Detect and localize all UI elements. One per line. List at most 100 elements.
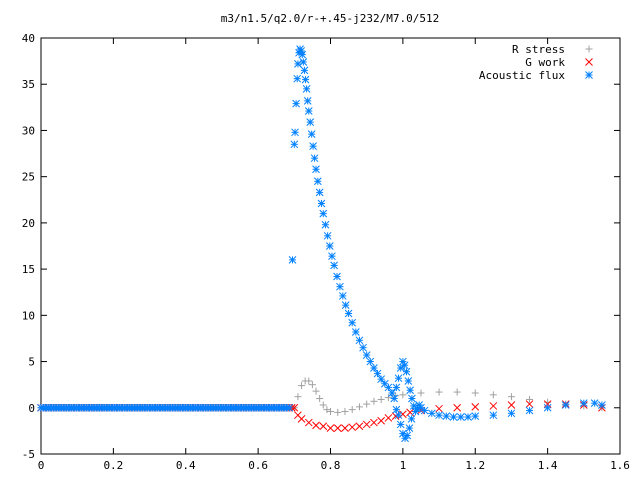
point: [471, 389, 479, 397]
series-2: [37, 45, 606, 443]
y-tick-label: 40: [22, 32, 35, 45]
point: [316, 395, 324, 403]
chart-title: m3/n1.5/q2.0/r-+.45-j232/M7.0/512: [221, 12, 440, 25]
point: [442, 412, 451, 420]
point: [303, 97, 312, 105]
point: [420, 406, 429, 415]
point: [366, 357, 375, 366]
point: [370, 397, 378, 405]
point: [417, 389, 425, 397]
y-tick-label: -5: [22, 448, 35, 461]
point: [306, 118, 315, 126]
legend-marker: [585, 58, 593, 66]
point: [344, 309, 353, 318]
point: [355, 422, 364, 431]
point: [407, 415, 416, 423]
point: [338, 292, 347, 300]
point: [336, 282, 344, 291]
data-marks: [37, 45, 606, 443]
point: [341, 424, 349, 432]
point: [355, 403, 363, 411]
point: [292, 99, 300, 108]
y-tick-label: 25: [22, 171, 35, 184]
y-tick-label: 15: [22, 263, 35, 276]
point: [351, 328, 360, 336]
point: [435, 388, 443, 396]
point: [333, 272, 341, 281]
point: [507, 409, 516, 418]
point: [307, 130, 316, 138]
point: [293, 74, 302, 83]
point: [317, 199, 326, 208]
point: [370, 418, 378, 427]
y-tick-label: 10: [22, 309, 35, 322]
point: [471, 402, 480, 411]
point: [456, 413, 465, 421]
point: [525, 406, 534, 415]
point: [391, 412, 400, 420]
point: [348, 318, 357, 327]
point: [507, 393, 515, 401]
point: [392, 405, 401, 414]
x-tick-label: 1: [400, 459, 407, 472]
point: [489, 391, 497, 399]
point: [334, 408, 342, 416]
point: [396, 420, 405, 429]
x-tick-label: 1.2: [465, 459, 485, 472]
point: [294, 60, 302, 68]
point: [471, 412, 480, 420]
point: [302, 84, 311, 93]
point: [312, 387, 320, 395]
y-tick-label: 20: [22, 217, 35, 230]
point: [406, 386, 414, 395]
legend-marker: [585, 71, 593, 79]
point: [526, 395, 534, 403]
x-tick-label: 0.4: [176, 459, 196, 472]
point: [341, 301, 350, 310]
point: [300, 66, 309, 75]
legend-label: G work: [525, 56, 565, 69]
point: [321, 220, 330, 229]
point: [384, 414, 393, 422]
point: [327, 407, 334, 415]
legend-marker: [585, 45, 593, 53]
x-tick-label: 1.4: [538, 459, 558, 472]
point: [305, 377, 313, 385]
point: [298, 50, 307, 59]
point: [598, 401, 606, 409]
x-tick-label: 0: [38, 459, 45, 472]
x-tick-label: 0.2: [103, 459, 123, 472]
point: [299, 58, 308, 66]
point: [390, 394, 399, 403]
point: [312, 165, 320, 174]
point: [301, 75, 310, 84]
point: [341, 407, 349, 415]
point: [290, 140, 299, 149]
point: [525, 400, 534, 408]
point: [291, 128, 299, 137]
y-tick-label: 0: [28, 402, 35, 415]
y-tick-label: 35: [22, 78, 35, 91]
point: [435, 411, 443, 420]
point: [377, 395, 385, 403]
point: [330, 261, 338, 270]
point: [400, 361, 409, 370]
point: [507, 401, 516, 409]
point: [435, 404, 443, 413]
point: [408, 394, 416, 403]
point: [348, 406, 356, 414]
point: [298, 382, 306, 390]
point: [319, 401, 327, 409]
point: [543, 400, 552, 408]
point: [384, 383, 393, 392]
point: [319, 422, 328, 431]
point: [370, 364, 378, 372]
point: [399, 391, 407, 399]
point: [325, 242, 334, 250]
point: [326, 424, 335, 432]
x-tick-label: 0.8: [321, 459, 341, 472]
point: [543, 403, 552, 412]
point: [590, 399, 599, 408]
y-tick-label: 30: [22, 124, 35, 137]
